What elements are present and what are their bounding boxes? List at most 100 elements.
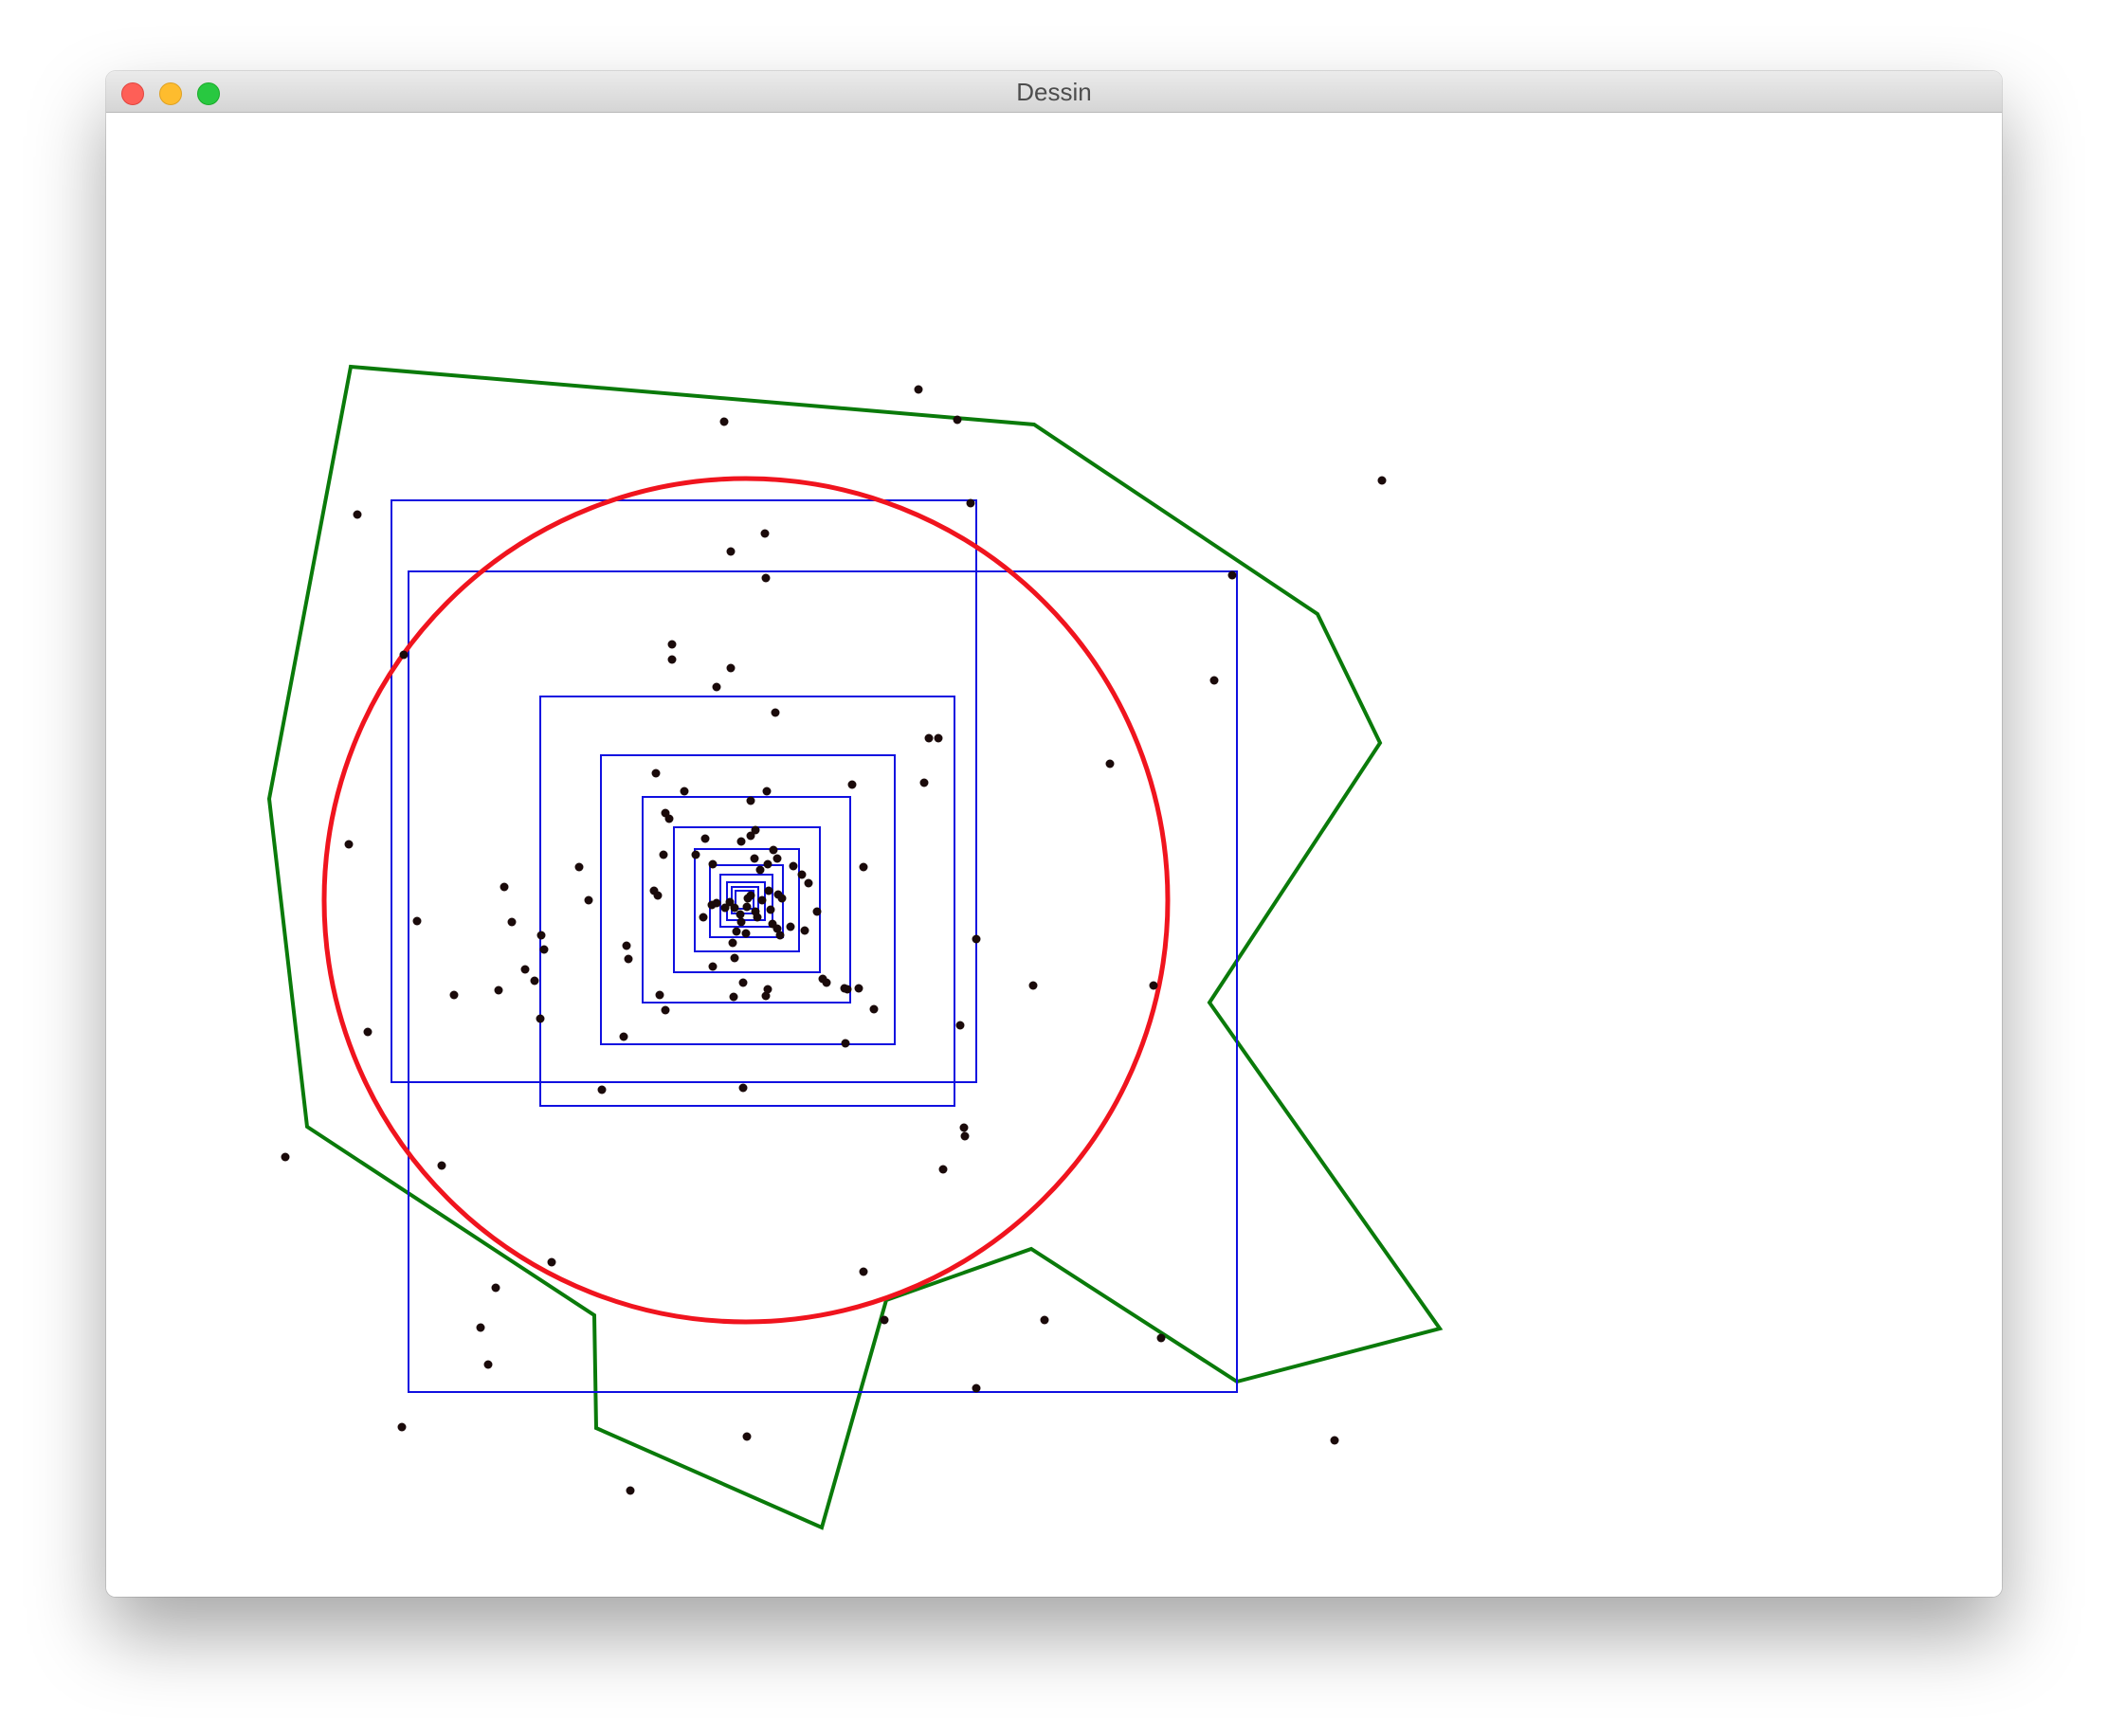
data-point bbox=[742, 1432, 752, 1441]
data-point bbox=[1227, 570, 1237, 580]
data-point bbox=[344, 840, 354, 849]
data-point bbox=[536, 1014, 545, 1023]
data-point bbox=[766, 905, 775, 914]
data-point bbox=[959, 1123, 969, 1132]
data-point bbox=[763, 859, 772, 869]
data-point bbox=[769, 845, 778, 855]
data-point bbox=[960, 1131, 970, 1141]
data-point bbox=[1377, 476, 1387, 485]
data-point bbox=[786, 922, 795, 931]
data-point bbox=[574, 862, 584, 872]
data-point bbox=[1156, 1333, 1166, 1343]
data-point bbox=[869, 1004, 879, 1014]
data-point bbox=[762, 787, 772, 796]
data-point bbox=[726, 547, 736, 556]
data-point bbox=[736, 910, 745, 919]
data-point bbox=[539, 945, 549, 954]
data-point bbox=[736, 837, 746, 846]
data-point bbox=[938, 1165, 948, 1174]
data-point bbox=[847, 780, 857, 789]
minimize-icon[interactable] bbox=[159, 82, 182, 105]
data-point bbox=[494, 986, 503, 995]
data-point bbox=[661, 1005, 670, 1015]
data-point bbox=[924, 733, 934, 743]
data-point bbox=[730, 953, 739, 963]
data-point bbox=[667, 655, 677, 664]
drawing-svg bbox=[266, 364, 1444, 1530]
data-point bbox=[753, 913, 762, 922]
data-point bbox=[966, 498, 975, 508]
data-point bbox=[738, 978, 748, 987]
data-point bbox=[914, 385, 923, 394]
data-point bbox=[854, 984, 863, 993]
drawing-canvas[interactable] bbox=[106, 113, 2002, 1597]
zoom-icon[interactable] bbox=[197, 82, 220, 105]
data-point bbox=[397, 1422, 407, 1432]
data-point bbox=[708, 859, 718, 869]
data-point bbox=[761, 991, 771, 1001]
data-point bbox=[653, 891, 663, 900]
data-point bbox=[719, 417, 729, 426]
data-point bbox=[919, 778, 929, 787]
data-point bbox=[500, 882, 509, 892]
data-point bbox=[751, 825, 760, 835]
blue-square bbox=[673, 826, 821, 973]
data-point bbox=[619, 1032, 628, 1041]
data-point bbox=[953, 415, 962, 425]
data-point bbox=[437, 1161, 446, 1170]
data-point bbox=[812, 907, 822, 916]
blue-square bbox=[408, 570, 1238, 1393]
data-point bbox=[520, 965, 530, 974]
data-point bbox=[655, 990, 664, 1000]
data-point bbox=[760, 529, 770, 538]
data-point bbox=[972, 1383, 981, 1393]
data-point bbox=[536, 931, 546, 940]
data-point bbox=[680, 787, 689, 796]
data-point bbox=[691, 850, 700, 859]
data-point bbox=[530, 976, 539, 986]
data-point bbox=[859, 862, 868, 872]
data-point bbox=[399, 650, 409, 660]
data-point bbox=[934, 733, 943, 743]
data-point bbox=[789, 861, 798, 871]
data-point bbox=[741, 929, 751, 938]
data-point bbox=[547, 1257, 556, 1267]
blue-square bbox=[694, 848, 800, 952]
data-point bbox=[667, 640, 677, 649]
black-points bbox=[281, 385, 1387, 1495]
data-point bbox=[730, 903, 739, 913]
data-point bbox=[841, 1039, 850, 1048]
green-polygon bbox=[266, 364, 1444, 1530]
blue-square bbox=[539, 696, 955, 1107]
title-bar[interactable]: Dessin bbox=[106, 71, 2002, 113]
data-point bbox=[804, 878, 813, 888]
data-point bbox=[761, 573, 771, 583]
data-point bbox=[728, 938, 737, 948]
data-point bbox=[363, 1027, 373, 1037]
data-point bbox=[584, 895, 593, 905]
data-point bbox=[764, 886, 773, 895]
data-point bbox=[843, 985, 852, 994]
data-point bbox=[597, 1085, 607, 1094]
data-point bbox=[755, 865, 765, 875]
data-point bbox=[1149, 981, 1158, 990]
data-point bbox=[729, 992, 738, 1002]
data-point bbox=[972, 934, 981, 944]
data-point bbox=[626, 1486, 635, 1495]
data-point bbox=[742, 902, 752, 912]
data-point bbox=[712, 682, 721, 692]
data-point bbox=[281, 1152, 290, 1162]
data-point bbox=[772, 854, 782, 863]
data-point bbox=[750, 854, 759, 863]
data-point bbox=[707, 900, 717, 910]
data-point bbox=[777, 894, 787, 903]
data-point bbox=[449, 990, 459, 1000]
blue-square bbox=[642, 796, 851, 1004]
close-icon[interactable] bbox=[121, 82, 144, 105]
data-point bbox=[624, 954, 633, 964]
data-point bbox=[483, 1360, 493, 1369]
app-window: Dessin bbox=[106, 71, 2002, 1597]
data-point bbox=[763, 985, 772, 994]
data-point bbox=[797, 870, 807, 879]
window-title: Dessin bbox=[1016, 78, 1092, 106]
